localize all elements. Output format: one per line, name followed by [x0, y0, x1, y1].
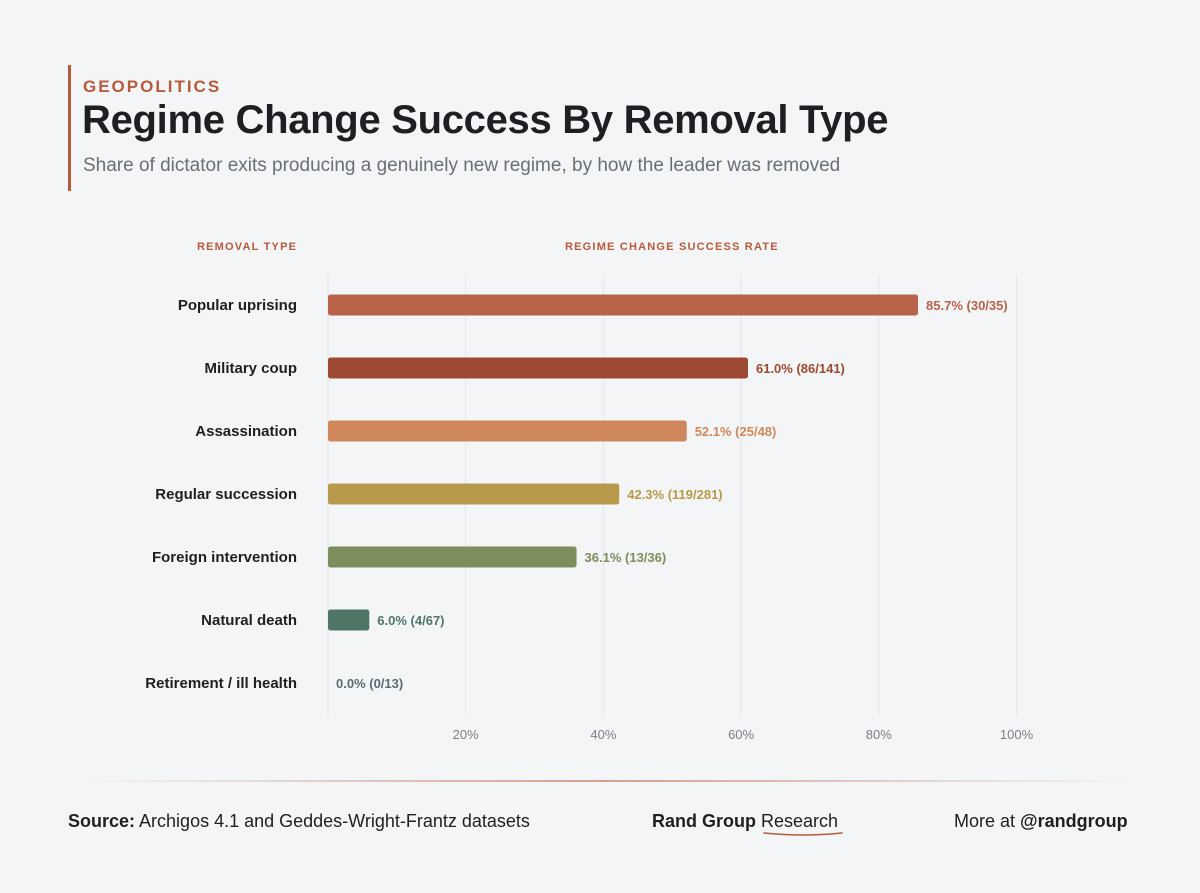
data-label: 42.3% (119/281) — [627, 487, 722, 502]
success-rate-column-header: REGIME CHANGE SUCCESS RATE — [565, 241, 779, 253]
bar — [328, 420, 687, 442]
brand-logo: Rand Group Research — [652, 811, 838, 832]
category-label: Retirement / ill health — [145, 675, 297, 692]
category-kicker: GEOPOLITICS — [83, 77, 222, 96]
data-label: 61.0% (86/141) — [756, 361, 845, 376]
chart-subtitle: Share of dictator exits producing a genu… — [83, 155, 841, 176]
brand-name: Rand Group — [652, 811, 756, 831]
bar — [328, 609, 370, 631]
x-tick-label: 60% — [728, 727, 754, 742]
social-handle[interactable]: @randgroup — [1020, 811, 1128, 831]
x-tick-label: 80% — [866, 727, 892, 742]
category-label: Regular succession — [155, 486, 297, 503]
data-label: 85.7% (30/35) — [926, 298, 1008, 313]
bar — [328, 294, 919, 316]
more-at-text: More at — [954, 811, 1016, 831]
bar — [328, 357, 748, 379]
removal-type-column-header: REMOVAL TYPE — [197, 241, 298, 253]
category-label: Foreign intervention — [152, 549, 297, 566]
header-block: GEOPOLITICS Regime Change Success By Rem… — [68, 65, 1131, 191]
category-label: Military coup — [204, 360, 297, 377]
source-text: Archigos 4.1 and Geddes-Wright-Frantz da… — [139, 811, 530, 831]
more-at-link[interactable]: More at @randgroup — [954, 811, 1128, 832]
data-label: 6.0% (4/67) — [377, 613, 444, 628]
source-note: Source: Archigos 4.1 and Geddes-Wright-F… — [68, 811, 530, 832]
brand-subname: Research — [761, 811, 839, 831]
category-label: Popular uprising — [178, 297, 297, 314]
x-tick-label: 20% — [453, 727, 479, 742]
data-label: 36.1% (13/36) — [585, 550, 667, 565]
x-tick-label: 40% — [590, 727, 616, 742]
bar — [328, 483, 620, 505]
x-tick-label: 100% — [1000, 727, 1034, 742]
data-label: 0.0% (0/13) — [336, 676, 403, 691]
chart-title: Regime Change Success By Removal Type — [82, 98, 889, 142]
data-label: 52.1% (25/48) — [695, 424, 777, 439]
bar — [328, 546, 577, 568]
footer-divider — [80, 780, 1130, 782]
source-label: Source: — [68, 811, 136, 831]
category-label: Assassination — [195, 423, 297, 440]
category-label: Natural death — [201, 612, 297, 629]
brand-underline-swoosh — [763, 832, 843, 836]
